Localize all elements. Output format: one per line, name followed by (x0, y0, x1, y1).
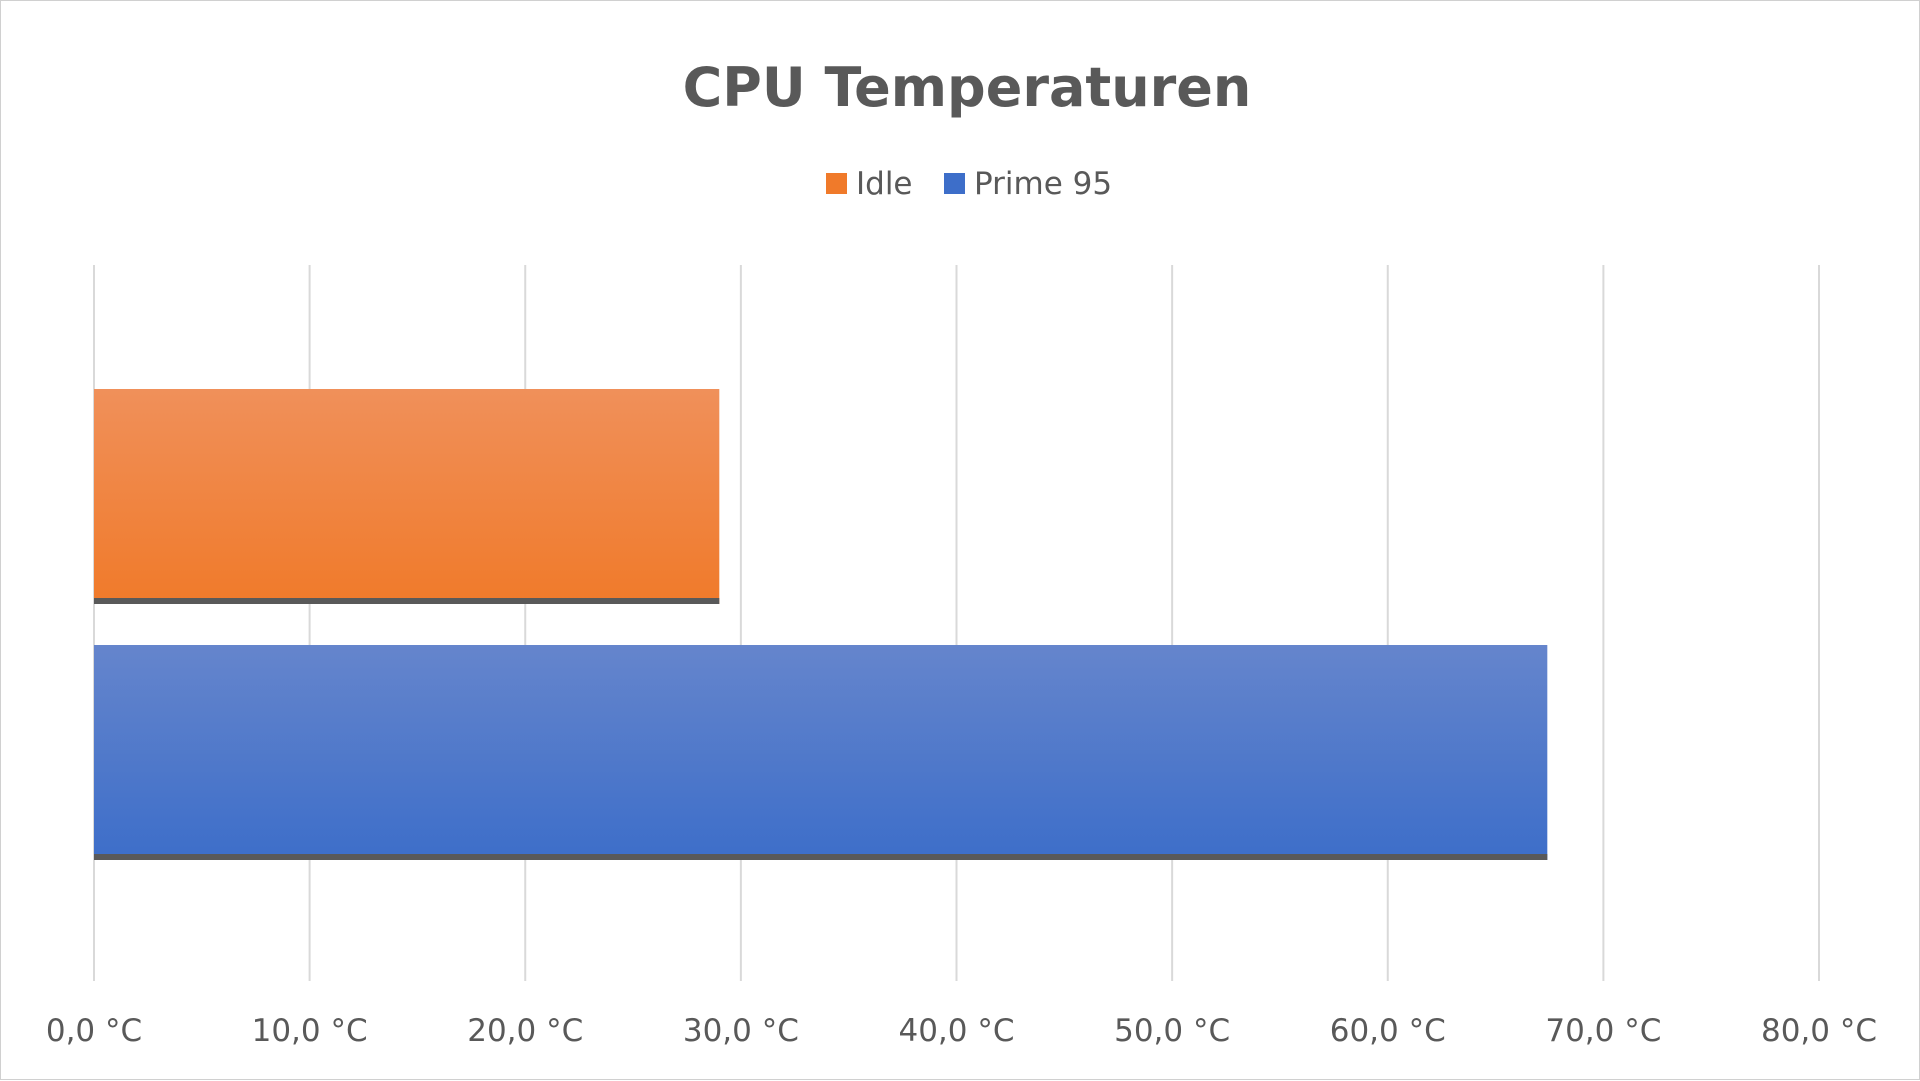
legend: Idle Prime 95 (826, 166, 1112, 202)
x-tick-label: 20,0 °C (467, 1013, 583, 1049)
bar-shadow (94, 854, 1548, 860)
legend-swatch-0 (826, 173, 847, 194)
x-tick-label: 30,0 °C (683, 1013, 799, 1049)
chart-title: CPU Temperaturen (683, 56, 1252, 119)
x-tick-label: 60,0 °C (1330, 1013, 1446, 1049)
legend-label: Idle (856, 166, 913, 202)
x-tick-label: 10,0 °C (252, 1013, 368, 1049)
bar-shadow (94, 598, 720, 604)
x-axis-tick-labels: 0,0 °C 10,0 °C 20,0 °C 30,0 °C 40,0 °C 50,0 °… (46, 1013, 1877, 1049)
gridlines (93, 265, 1820, 981)
bars (94, 389, 1548, 860)
x-tick-label: 50,0 °C (1114, 1013, 1230, 1049)
bar-idle (94, 389, 720, 604)
x-tick-label: 40,0 °C (898, 1013, 1014, 1049)
legend-swatch-1 (944, 173, 965, 194)
x-tick-label: 70,0 °C (1545, 1013, 1661, 1049)
legend-label: Prime 95 (974, 166, 1112, 202)
x-tick-label: 80,0 °C (1761, 1013, 1877, 1049)
x-tick-label: 0,0 °C (46, 1013, 142, 1049)
bar-prime-95 (94, 645, 1548, 860)
